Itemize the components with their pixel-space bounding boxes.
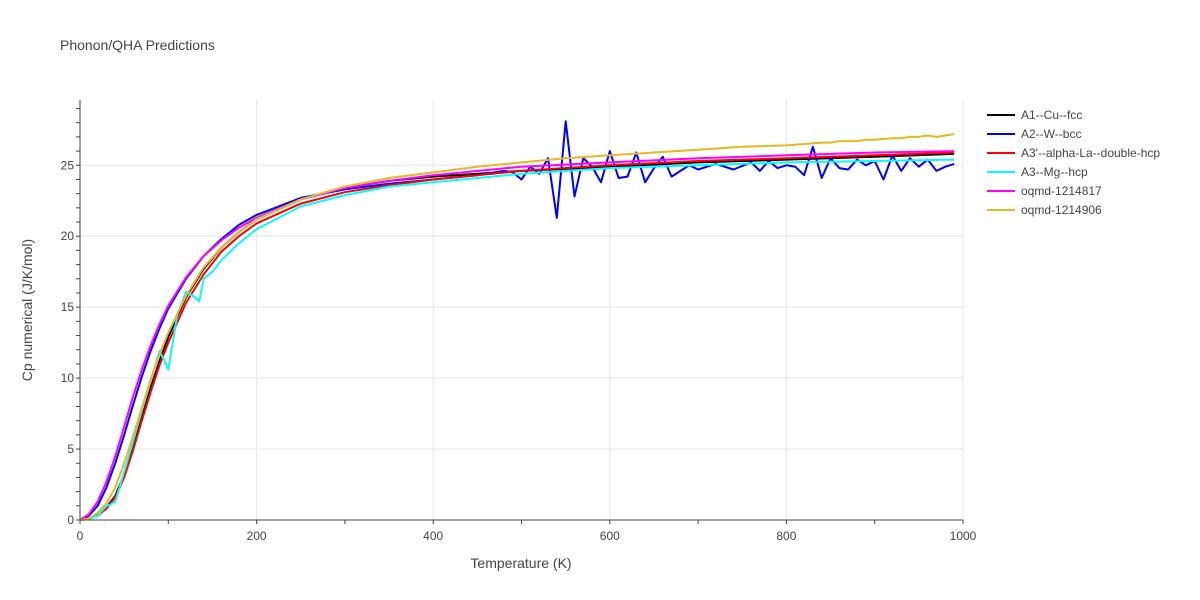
series-line-0 [79,152,955,521]
x-tick-label: 200 [247,529,267,543]
legend: A1--Cu--fcc A2--W--bcc A3'--alpha-La--doub… [987,108,1160,217]
legend-label: oqmd-1214906 [1021,203,1102,217]
series-line-4 [79,150,955,521]
x-tick-label: 600 [600,529,620,543]
series-line-2 [79,151,955,521]
y-tick-label: 20 [61,229,75,243]
legend-label: oqmd-1214817 [1021,184,1102,198]
y-axis-title: Cp numerical (J/K/mol) [19,239,35,381]
y-tick-label: 5 [67,442,74,456]
y-tick-label: 25 [61,158,75,172]
y-tick-label: 10 [61,371,75,385]
axes: 0 200 400 600 800 1000 0 5 10 15 20 25 [61,100,977,543]
plot-area [79,120,955,521]
x-tick-label: 800 [776,529,796,543]
chart-title: Phonon/QHA Predictions [60,37,215,53]
y-tick-label: 15 [61,300,75,314]
grid [80,100,964,520]
series-line-5 [79,133,955,521]
x-tick-label: 0 [77,529,84,543]
x-tick-label: 400 [423,529,443,543]
series-line-3 [79,158,955,521]
legend-label: A1--Cu--fcc [1021,108,1082,122]
legend-label: A3--Mg--hcp [1021,165,1088,179]
x-axis-title: Temperature (K) [470,555,571,571]
legend-label: A3'--alpha-La--double-hcp [1021,146,1160,160]
series-line-1 [79,120,955,521]
legend-label: A2--W--bcc [1021,127,1081,141]
y-tick-label: 0 [67,513,74,527]
x-tick-label: 1000 [950,529,977,543]
